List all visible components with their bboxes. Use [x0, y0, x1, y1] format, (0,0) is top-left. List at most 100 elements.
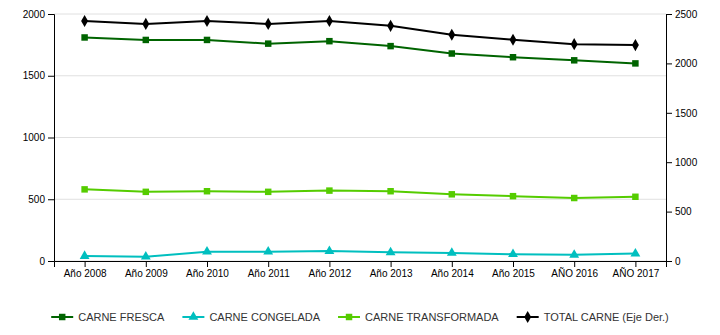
x-tick-label: Año 2010	[186, 268, 229, 279]
y-tick-mark	[48, 76, 54, 77]
marker	[265, 189, 271, 195]
marker	[447, 247, 457, 256]
axis-domain	[48, 15, 55, 262]
y2-tick: 0	[666, 256, 681, 267]
marker	[326, 187, 332, 193]
x-tick-label: Año 2012	[308, 268, 351, 279]
x-tick-mark	[391, 261, 392, 267]
x-tick-mark	[268, 261, 269, 267]
marker	[81, 186, 87, 192]
marker	[569, 249, 579, 258]
legend-marker	[346, 314, 352, 320]
grid-line	[54, 14, 666, 15]
y-tick-mark	[48, 138, 54, 139]
x-tick-mark	[207, 261, 208, 267]
marker	[508, 249, 518, 258]
x-tick: Año 2013	[370, 261, 413, 279]
y-tick-mark	[48, 199, 54, 200]
x-tick: AÑO 2017	[613, 261, 660, 279]
series	[80, 245, 641, 259]
y2-tick-mark	[666, 162, 672, 163]
y2-axis: 0 500 1000 1500 2000 2500	[666, 9, 698, 267]
marker	[204, 15, 211, 27]
marker	[386, 247, 396, 256]
legend: CARNE FRESCACARNE CONGELADACARNE TRANSFO…	[51, 311, 669, 323]
y2-tick-mark	[666, 212, 672, 213]
series-line	[85, 21, 636, 45]
x-tick-label: Año 2014	[431, 268, 474, 279]
legend-item: CARNE CONGELADA	[182, 311, 320, 323]
y-tick: 1500	[23, 70, 54, 81]
y-tick-label: 1500	[23, 70, 46, 81]
x-tick: Año 2008	[64, 261, 107, 279]
x-tick-label: AÑO 2016	[551, 267, 598, 279]
x-tick-label: Año 2008	[64, 268, 107, 279]
marker	[265, 18, 272, 30]
x-tick-label: Año 2011	[248, 268, 291, 279]
y2-tick-mark	[666, 261, 672, 262]
marker	[510, 34, 517, 46]
marker	[204, 37, 210, 43]
marker	[265, 40, 271, 46]
x-tick-label: Año 2009	[125, 268, 168, 279]
legend-label: CARNE CONGELADA	[209, 311, 320, 323]
marker	[449, 50, 455, 56]
series-line	[85, 251, 636, 257]
marker	[510, 54, 516, 60]
axis-domain	[55, 262, 667, 268]
series	[81, 34, 638, 66]
x-tick-mark	[513, 261, 514, 267]
x-tick: Año 2015	[492, 261, 535, 279]
marker	[81, 34, 87, 40]
series	[81, 186, 638, 201]
y2-tick: 2500	[666, 9, 698, 20]
marker	[449, 191, 455, 197]
series	[81, 15, 639, 51]
y2-tick: 1000	[666, 157, 698, 168]
legend-marker	[188, 311, 198, 320]
marker	[202, 246, 212, 255]
x-tick: Año 2011	[248, 261, 291, 279]
y2-tick: 1500	[666, 108, 698, 119]
chart: Año 2008 Año 2009 Año 2010 Año 2011 Año 2012…	[0, 0, 720, 335]
y2-tick: 500	[666, 206, 692, 217]
y2-tick: 2000	[666, 58, 698, 69]
y-tick: 2000	[23, 9, 54, 20]
marker	[571, 38, 578, 50]
y-tick: 500	[28, 194, 54, 205]
x-tick-mark	[452, 261, 453, 267]
marker	[326, 15, 333, 27]
legend-marker	[524, 311, 531, 323]
series-line	[85, 37, 636, 63]
legend-item: TOTAL CARNE (Eje Der.)	[517, 311, 669, 323]
marker	[143, 37, 149, 43]
marker	[387, 43, 393, 49]
marker	[80, 250, 90, 259]
y2-tick-label: 2000	[675, 58, 698, 69]
y-tick-label: 1000	[23, 132, 46, 143]
grid-line	[54, 75, 666, 76]
grid	[54, 14, 666, 261]
y2-tick-mark	[666, 14, 672, 15]
marker	[632, 60, 638, 66]
legend-label: CARNE FRESCA	[78, 311, 165, 323]
plot-area	[80, 15, 641, 260]
y-tick: 0	[39, 256, 54, 267]
grid-line	[54, 137, 666, 138]
y-axis: 0 500 1000 1500 2000	[23, 9, 55, 267]
x-tick: Año 2009	[125, 261, 168, 279]
marker	[143, 189, 149, 195]
marker	[448, 29, 455, 41]
y2-tick-mark	[666, 113, 672, 114]
marker	[204, 188, 210, 194]
marker	[510, 193, 516, 199]
marker	[142, 18, 149, 30]
x-axis: Año 2008 Año 2009 Año 2010 Año 2011 Año 2012…	[55, 261, 667, 279]
marker	[630, 248, 640, 257]
y-tick-label: 2000	[23, 9, 46, 20]
y2-tick-label: 0	[675, 256, 681, 267]
y-tick-label: 500	[28, 194, 45, 205]
legend-marker	[59, 314, 65, 320]
marker	[324, 245, 334, 254]
x-tick: Año 2012	[308, 261, 351, 279]
